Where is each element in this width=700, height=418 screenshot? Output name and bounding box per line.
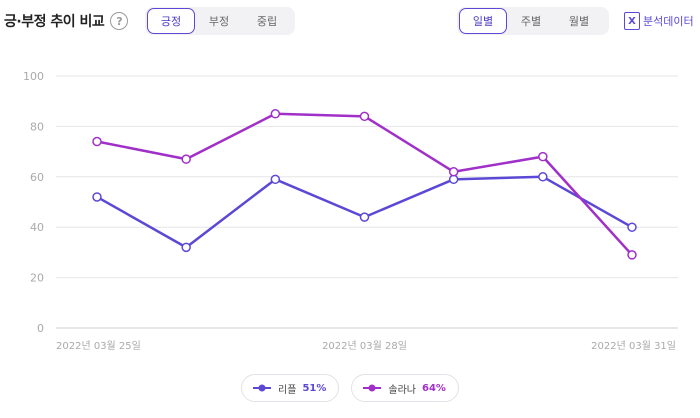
data-point-series-1 (181, 242, 191, 253)
legend-marker-series-2 (363, 384, 382, 392)
y-tick-label: 100 (23, 70, 44, 83)
data-point-series-1 (627, 222, 637, 232)
period-tab-group: 일별 주별 월별 (457, 7, 609, 35)
help-icon[interactable]: ? (110, 12, 129, 30)
sentiment-tab-group: 긍정 부정 중립 (145, 7, 295, 35)
legend-label-series-2: 솔라나 (388, 384, 416, 396)
legend-value-series-2: 64% (422, 382, 446, 394)
x-tick-label: 2022년 03월 31일 (591, 340, 676, 352)
y-tick-label: 0 (37, 322, 44, 335)
data-point-series-2 (270, 109, 281, 119)
data-point-series-2 (92, 136, 102, 147)
legend-item-series-2[interactable]: 솔라나 64% (351, 374, 459, 402)
data-point-series-2 (538, 151, 548, 162)
legend-label-series-1: 리플 (278, 384, 297, 396)
data-point-series-1 (270, 174, 281, 185)
x-tick-label: 2022년 03월 28일 (322, 340, 407, 352)
x-tick-label: 2022년 03월 25일 (56, 340, 141, 352)
page-title: 긍·부정 추이 비교 ? (4, 9, 129, 33)
y-tick-label: 60 (30, 171, 44, 184)
legend-item-series-1[interactable]: 리플 51% (241, 374, 340, 402)
data-point-series-1 (359, 212, 370, 222)
legend-marker-series-1 (253, 384, 272, 392)
legend-value-series-1: 51% (302, 382, 327, 394)
tab-daily[interactable]: 일별 (459, 8, 507, 34)
data-point-series-2 (448, 167, 459, 177)
tab-positive[interactable]: 긍정 (147, 8, 195, 34)
tab-weekly[interactable]: 주별 (520, 15, 542, 28)
excel-icon: X (624, 12, 640, 30)
y-tick-label: 20 (30, 272, 44, 285)
series-line-1 (96, 175, 633, 249)
series-line-2 (96, 112, 633, 256)
data-point-series-2 (359, 111, 370, 122)
data-point-series-2 (181, 154, 191, 164)
export-data-button[interactable]: X 분석데이터 (624, 10, 694, 32)
chart-legend: 리플 51% 솔라나 64% (0, 374, 700, 402)
y-tick-label: 80 (30, 120, 44, 133)
tab-neutral[interactable]: 중립 (256, 15, 278, 28)
data-point-series-2 (627, 250, 637, 260)
title-text: 긍·부정 추이 비교 (4, 14, 105, 30)
y-tick-label: 40 (30, 221, 44, 234)
tab-monthly[interactable]: 월별 (568, 15, 590, 28)
data-point-series-1 (448, 174, 459, 185)
data-point-series-1 (92, 192, 102, 202)
export-data-label: 분석데이터 (643, 15, 694, 28)
data-point-series-1 (538, 172, 548, 182)
tab-negative[interactable]: 부정 (208, 15, 230, 28)
